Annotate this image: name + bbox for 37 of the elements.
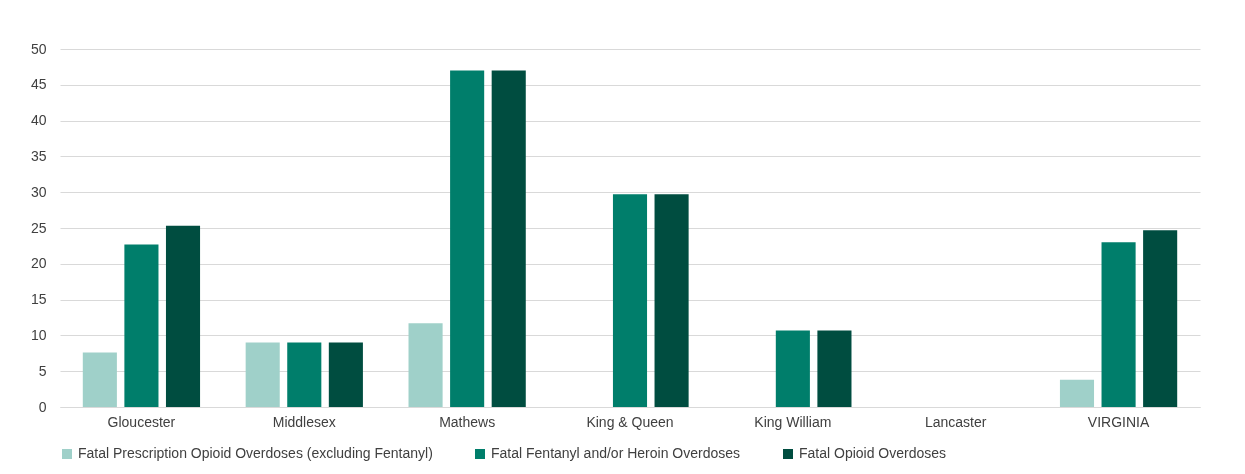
y-tick-label: 25 [30,219,47,236]
legend-label: Fatal Prescription Opioid Overdoses (excluding Fentanyl) [78,445,433,461]
y-tick-label: 40 [30,112,47,129]
bar [328,342,363,407]
bar [165,225,201,407]
bar [408,323,443,407]
x-tick-label: King William [754,413,832,430]
y-tick-label: 10 [30,326,47,343]
bar [1143,230,1178,407]
bar [654,194,689,407]
y-tick-label: 5 [38,362,47,379]
x-tick-label: Lancaster [924,413,987,430]
legend-label: Fatal Fentanyl and/or Heroin Overdoses [491,445,741,461]
bar [245,342,280,407]
legend-label: Fatal Opioid Overdoses [799,445,947,461]
y-tick-label: 20 [30,255,47,272]
bar [775,330,810,407]
bar [82,352,117,407]
y-tick-label: 15 [30,291,47,308]
bar [124,244,159,407]
x-tick-label: Gloucester [107,413,176,430]
bar [1059,379,1095,407]
y-tick-label: 35 [30,147,47,164]
y-tick-label: 50 [30,40,47,57]
y-tick-label: 45 [30,76,47,93]
bar [1101,242,1136,407]
bar [817,330,852,407]
bar [287,342,322,407]
y-tick-label: 30 [30,183,47,200]
bar [491,70,526,407]
x-tick-label: Mathews [439,413,496,430]
x-tick-label: VIRGINIA [1087,413,1150,430]
bar [450,70,485,407]
y-tick-label: 0 [38,398,47,415]
x-tick-label: Middlesex [272,413,336,430]
x-tick-label: King & Queen [586,413,674,430]
bar [612,194,648,407]
